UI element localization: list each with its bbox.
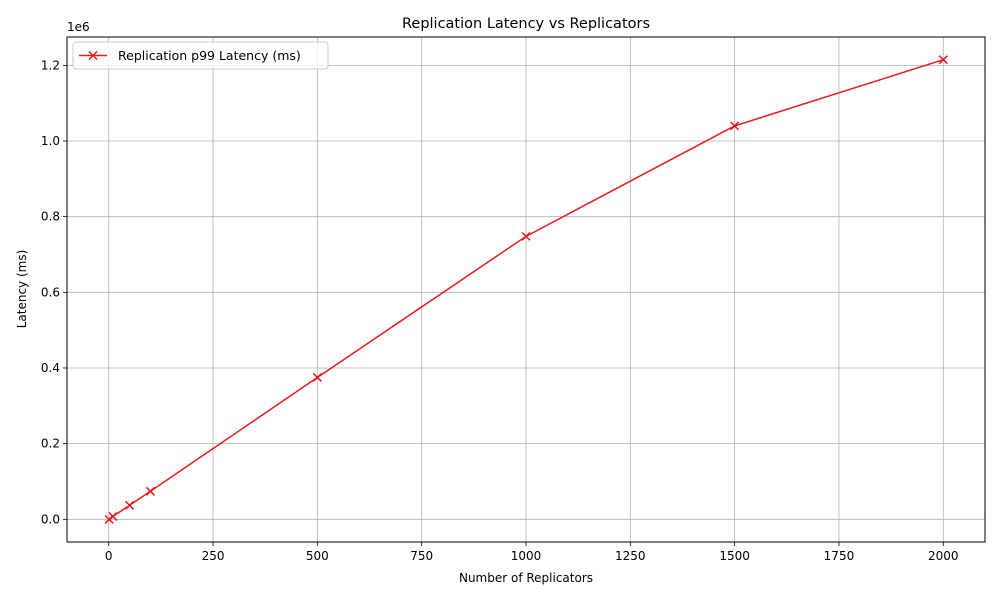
legend: Replication p99 Latency (ms) (72, 41, 329, 70)
y-tick-label: 0.8 (41, 210, 60, 224)
data-point-marker (730, 121, 740, 131)
y-axis-label: Latency (ms) (15, 250, 29, 329)
data-point-marker (145, 486, 155, 496)
data-point-marker (938, 55, 948, 65)
y-tick-label: 0.4 (41, 361, 60, 375)
legend-marker-swatch (88, 50, 98, 61)
x-tick-label: 1000 (511, 549, 542, 563)
data-point-marker (521, 231, 531, 241)
legend-entry-label: Replication p99 Latency (ms) (118, 48, 301, 63)
y-tick-label: 1.2 (41, 58, 60, 72)
y-tick-label: 1.0 (41, 134, 60, 148)
data-point-marker (312, 372, 322, 382)
series-layer (104, 55, 948, 524)
x-tick-label: 1250 (615, 549, 646, 563)
x-tick-label: 250 (202, 549, 225, 563)
y-axis-ticks: 0.0 0.2 0.4 0.6 0.8 1.0 1.2 (41, 58, 67, 526)
x-tick-label: 750 (410, 549, 433, 563)
y-tick-label: 0.2 (41, 437, 60, 451)
x-axis-label: Number of Replicators (459, 571, 593, 585)
x-tick-label: 500 (306, 549, 329, 563)
data-point-marker (108, 511, 118, 521)
x-tick-label: 0 (105, 549, 113, 563)
y-tick-label: 0.0 (41, 512, 60, 526)
y-tick-label: 0.6 (41, 285, 60, 299)
x-tick-label: 2000 (928, 549, 959, 563)
grid (67, 37, 985, 542)
chart-title: Replication Latency vs Replicators (402, 16, 650, 32)
legend-box (72, 41, 329, 70)
x-axis-ticks: 0 250 500 750 1000 1250 1500 1750 2000 (105, 542, 959, 563)
x-tick-label: 1750 (824, 549, 855, 563)
data-point-marker (125, 500, 135, 510)
x-tick-label: 1500 (719, 549, 750, 563)
y-axis-offset-text: 1e6 (67, 20, 90, 34)
